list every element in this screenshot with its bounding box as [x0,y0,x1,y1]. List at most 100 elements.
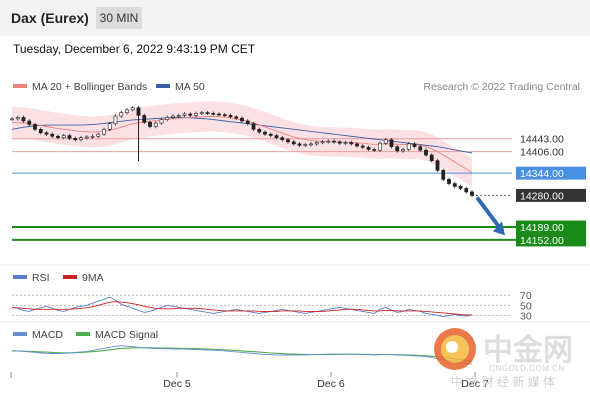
candle-body [314,142,319,145]
candle-body [188,113,193,116]
candle-body [452,183,457,187]
level-box-5 [516,233,586,247]
candle-body [222,114,227,116]
candle-body [125,109,129,113]
candle-body [424,149,428,156]
candle-body [107,123,112,130]
candle-body [153,122,158,127]
candle-body [412,143,417,147]
chart-datetime: Tuesday, December 6, 2022 9:43:19 PM CET [13,42,256,56]
ma9-legend-swatch [63,275,77,279]
instrument-title: Dax (Eurex) [11,10,89,26]
level-label-2: 14344.00 [520,168,564,180]
candle-body [240,117,244,122]
candle-body [303,144,308,146]
watermark-name: 中金网 [483,333,573,367]
candle-body [297,143,302,146]
level-label-0: 14443.00 [520,134,564,146]
watermark-url: CNGOLD.COM.CN [489,364,564,373]
candle-body [366,147,371,150]
candle-body [194,113,198,116]
candle-body [320,141,325,144]
candle-body [280,137,285,141]
candle-body [274,135,279,138]
candle-body [165,117,170,120]
rsi-ma9-line [12,301,472,316]
candle-body [395,146,400,152]
forecast-arrow-shaft [475,196,503,231]
candle-body [257,129,262,133]
macd-line [11,345,473,365]
candle-body [441,170,446,180]
candle-body [309,143,313,146]
candle-body [217,113,221,116]
rsi-ref-label-0: 70 [520,290,532,302]
candle-body [182,113,187,116]
x-tick-label-1: Dec 6 [317,378,345,390]
copyright-label: Research © 2022 Trading Central [423,81,580,93]
level-box-4 [516,220,586,234]
candle-body [372,149,377,151]
candle-body [171,115,175,118]
candle-body [38,129,43,134]
candle-body [291,141,296,145]
candle-body [389,139,394,147]
candle-body [251,123,256,130]
candle-body [435,160,440,171]
ma20-legend-label: MA 20 + Bollinger Bands [32,81,147,93]
candle-body [148,122,152,127]
candle-body [470,191,474,196]
candle-body [286,139,290,143]
watermark-emblem-dot [446,341,458,353]
candle-body [61,135,66,138]
level-label-4: 14189.00 [520,222,564,234]
level-box-2 [516,166,586,180]
ma50-legend-swatch [156,84,170,88]
rsi-legend-swatch [13,275,27,279]
forecast-arrow-head [493,221,505,236]
candle-body [418,146,423,151]
x-tick-label-0: Dec 5 [163,378,191,390]
candle-body [56,135,60,138]
candle-body [90,135,95,138]
ma20-legend-swatch [13,84,27,88]
candle-body [84,136,89,139]
candle-body [263,131,267,135]
candle-body [406,143,411,150]
candle-body [102,129,106,135]
candle-body [27,120,32,125]
candle-body [337,141,342,144]
candle-body [401,149,405,152]
rsi-line [11,296,473,317]
candle-body [355,143,359,147]
candle-body [228,115,233,118]
candle-body [199,112,204,114]
candle-body [349,142,354,145]
interval-button[interactable]: 30 MIN [96,7,142,29]
candle-body [332,140,336,143]
rsi-legend-label: RSI [32,272,50,284]
candle-body [234,116,239,119]
candle-body [458,186,463,189]
candle-body [176,115,181,117]
candle-body [96,133,101,137]
ma50-legend-label: MA 50 [175,81,205,93]
level-box-3 [516,188,586,202]
candle-body [429,154,434,161]
rsi-ref-label-2: 30 [520,310,532,322]
candle-body [447,179,451,184]
candle-body [326,140,331,143]
candle-body [50,133,55,137]
x-tick-label-2: Dec 7 [461,378,489,390]
candle-body [360,145,365,148]
bollinger-band [12,101,472,187]
watermark-tagline: 中 文 财 经 新 媒 体 [451,374,555,389]
candle-body [205,112,210,114]
candle-body [378,142,382,151]
candle-body [79,137,83,141]
candle-body [119,112,124,117]
level-label-5: 14152.00 [520,235,564,247]
candle-body [44,132,49,135]
candle-body [383,139,388,144]
